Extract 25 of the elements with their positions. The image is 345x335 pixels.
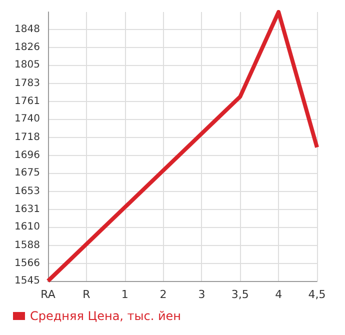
y-tick-label: 1718	[14, 132, 40, 143]
x-tick-label: 4,5	[308, 288, 326, 301]
line-series	[46, 10, 319, 283]
y-tick-label: 1826	[14, 42, 40, 54]
x-tick-label: 4	[275, 288, 282, 301]
y-tick-label: 1696	[14, 150, 40, 162]
y-tick-label: 1653	[14, 186, 40, 197]
y-tick-label: 1740	[14, 114, 40, 125]
y-tick-label: 1588	[14, 240, 40, 251]
x-tick-label: 1	[121, 288, 128, 301]
y-tick-label: 1610	[14, 222, 40, 233]
y-tick-label: 1631	[14, 204, 40, 216]
x-tick-label: 2	[160, 288, 167, 301]
y-tick-label: 1675	[14, 168, 40, 179]
y-tick-label: 1805	[14, 60, 40, 71]
y-tick-label: 1545	[14, 276, 40, 286]
y-tick-label: 1566	[14, 258, 40, 270]
y-tick-label: 1783	[14, 78, 40, 89]
y-tick-label: 1848	[14, 24, 40, 35]
y-tick-label: 1761	[14, 96, 40, 108]
x-tick-label: R	[82, 288, 91, 301]
x-tick-label: RA	[40, 288, 56, 301]
x-tick-label: 3	[198, 288, 206, 301]
x-tick-label: 3,5	[231, 288, 249, 301]
legend-label: Средняя Цена, тыс. йен	[30, 309, 182, 323]
